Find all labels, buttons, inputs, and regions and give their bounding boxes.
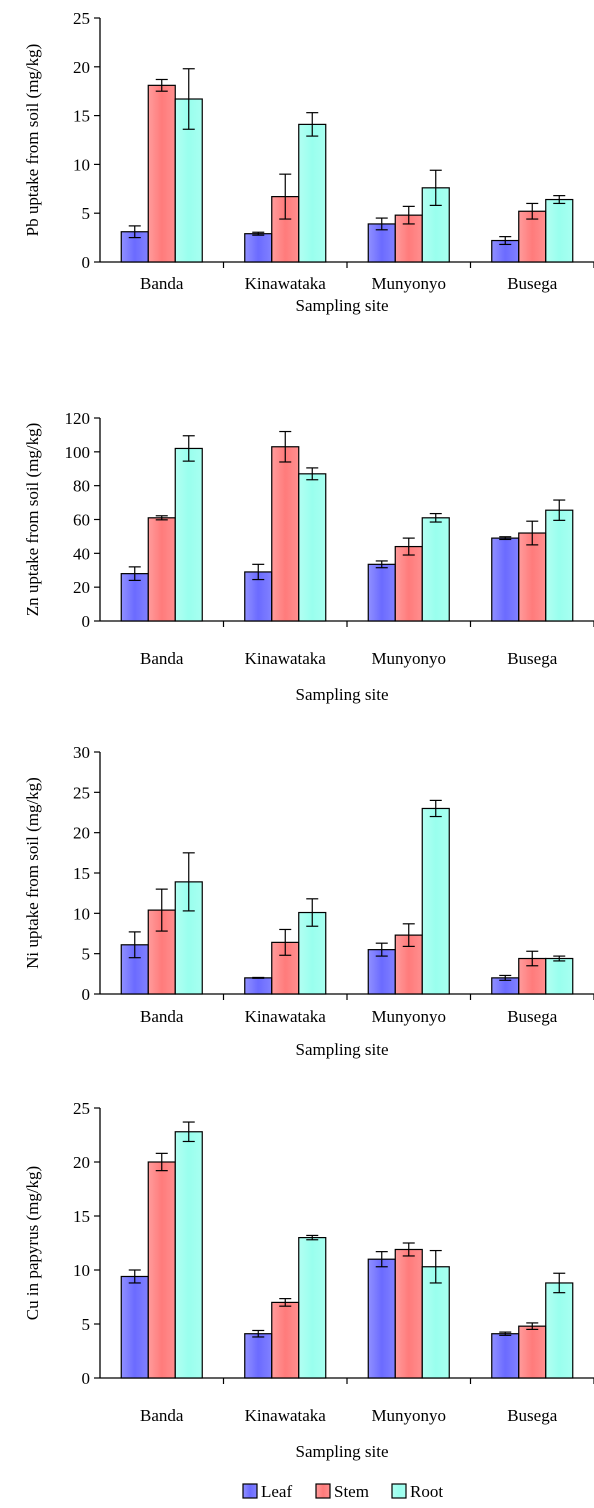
category-label: Banda bbox=[140, 1406, 184, 1425]
y-tick-label: 0 bbox=[82, 612, 91, 631]
bar-stem-munyonyo bbox=[394, 545, 423, 622]
bar-root-kinawataka bbox=[298, 1236, 327, 1379]
y-tick-label: 20 bbox=[73, 1153, 90, 1172]
bar-stem-busega bbox=[518, 210, 547, 263]
category-label: Banda bbox=[140, 274, 184, 293]
bar-root-busega bbox=[545, 509, 574, 622]
legend-label-stem: Stem bbox=[334, 1482, 369, 1501]
y-tick-label: 10 bbox=[73, 155, 90, 174]
bar-leaf-busega bbox=[491, 537, 520, 622]
y-tick-label: 10 bbox=[73, 1261, 90, 1280]
category-label: Busega bbox=[507, 649, 558, 668]
bar-root-banda bbox=[174, 1131, 203, 1379]
bar-root-busega bbox=[545, 198, 574, 263]
category-label: Kinawataka bbox=[245, 649, 327, 668]
bar-stem-kinawataka bbox=[271, 1301, 300, 1379]
bar-leaf-busega bbox=[491, 1333, 520, 1379]
bar-stem-munyonyo bbox=[394, 1248, 423, 1379]
chart-3: 0 5 10 15 20 25 30 Banda Kinawataka Munyonyo Buseg… bbox=[23, 743, 594, 1059]
bar-root-busega bbox=[545, 957, 574, 995]
y-tick-label: 15 bbox=[73, 107, 90, 126]
bar-stem-kinawataka bbox=[271, 446, 300, 622]
y-tick-label: 30 bbox=[73, 743, 90, 762]
bar-leaf-kinawataka bbox=[244, 233, 273, 263]
bar-root-banda bbox=[174, 447, 203, 622]
y-axis-title: Zn uptake from soil (mg/kg) bbox=[23, 423, 42, 617]
category-label: Kinawataka bbox=[245, 1007, 327, 1026]
category-label: Munyonyo bbox=[371, 1007, 446, 1026]
chart-1: 0 5 10 15 20 25 Banda Kinawataka Munyonyo Busega S… bbox=[23, 9, 594, 315]
y-tick-label: 40 bbox=[73, 544, 90, 563]
bar-root-kinawataka bbox=[298, 123, 327, 263]
category-label: Busega bbox=[507, 1007, 558, 1026]
bar-leaf-kinawataka bbox=[244, 977, 273, 995]
y-tick-label: 0 bbox=[82, 253, 91, 272]
bar-leaf-kinawataka bbox=[244, 1333, 273, 1379]
bar-leaf-banda bbox=[120, 1275, 149, 1379]
y-tick-label: 5 bbox=[82, 945, 91, 964]
bar-root-busega bbox=[545, 1282, 574, 1379]
bar-root-kinawataka bbox=[298, 473, 327, 622]
bar-stem-banda bbox=[147, 1161, 176, 1379]
category-label: Banda bbox=[140, 649, 184, 668]
y-tick-label: 25 bbox=[73, 9, 90, 28]
y-tick-label: 5 bbox=[82, 1315, 91, 1334]
category-label: Kinawataka bbox=[245, 274, 327, 293]
category-label: Munyonyo bbox=[371, 1406, 446, 1425]
legend-swatch-stem bbox=[315, 1483, 331, 1499]
legend-label-leaf: Leaf bbox=[261, 1482, 292, 1501]
x-axis-title: Sampling site bbox=[295, 296, 388, 315]
y-tick-label: 10 bbox=[73, 904, 90, 923]
bar-stem-banda bbox=[147, 84, 176, 263]
bar-leaf-munyonyo bbox=[367, 563, 396, 622]
chart-2: 0 20 40 60 80 100 120 Banda Kinawataka Munyonyo Bu… bbox=[23, 409, 594, 704]
x-axis-title: Sampling site bbox=[295, 685, 388, 704]
y-axis-title: Pb uptake from soil (mg/kg) bbox=[23, 44, 42, 237]
bar-root-munyonyo bbox=[421, 1266, 450, 1379]
bar-stem-busega bbox=[518, 532, 547, 622]
category-label: Kinawataka bbox=[245, 1406, 327, 1425]
x-axis-title: Sampling site bbox=[295, 1040, 388, 1059]
y-tick-label: 25 bbox=[73, 1099, 90, 1118]
y-tick-label: 100 bbox=[65, 443, 91, 462]
y-tick-label: 60 bbox=[73, 511, 90, 530]
category-label: Munyonyo bbox=[371, 274, 446, 293]
bar-root-munyonyo bbox=[421, 187, 450, 263]
legend-swatch-leaf bbox=[242, 1483, 258, 1499]
bar-root-munyonyo bbox=[421, 517, 450, 622]
bar-stem-banda bbox=[147, 517, 176, 622]
y-tick-label: 15 bbox=[73, 864, 90, 883]
y-axis-title: Ni uptake from soil (mg/kg) bbox=[23, 777, 42, 969]
y-tick-label: 120 bbox=[65, 409, 91, 428]
legend-label-root: Root bbox=[410, 1482, 443, 1501]
legend: Leaf Stem Root bbox=[242, 1482, 443, 1501]
chart-4: 0 5 10 15 20 25 Banda Kinawataka Munyonyo Busega S… bbox=[23, 1099, 594, 1461]
y-tick-label: 80 bbox=[73, 477, 90, 496]
y-tick-label: 20 bbox=[73, 824, 90, 843]
y-tick-label: 15 bbox=[73, 1207, 90, 1226]
x-axis-title: Sampling site bbox=[295, 1442, 388, 1461]
category-label: Munyonyo bbox=[371, 649, 446, 668]
legend-swatch-root bbox=[391, 1483, 407, 1499]
y-tick-label: 0 bbox=[82, 985, 91, 1004]
y-tick-label: 0 bbox=[82, 1369, 91, 1388]
y-axis-title: Cu in papyrus (mg/kg) bbox=[23, 1166, 42, 1320]
y-tick-label: 20 bbox=[73, 578, 90, 597]
bar-leaf-munyonyo bbox=[367, 1258, 396, 1379]
bar-root-munyonyo bbox=[421, 807, 450, 995]
y-tick-label: 5 bbox=[82, 204, 91, 223]
y-tick-label: 20 bbox=[73, 58, 90, 77]
category-label: Busega bbox=[507, 1406, 558, 1425]
category-label: Banda bbox=[140, 1007, 184, 1026]
y-tick-label: 25 bbox=[73, 783, 90, 802]
bar-root-banda bbox=[174, 98, 203, 263]
category-label: Busega bbox=[507, 274, 558, 293]
bar-stem-busega bbox=[518, 1325, 547, 1379]
